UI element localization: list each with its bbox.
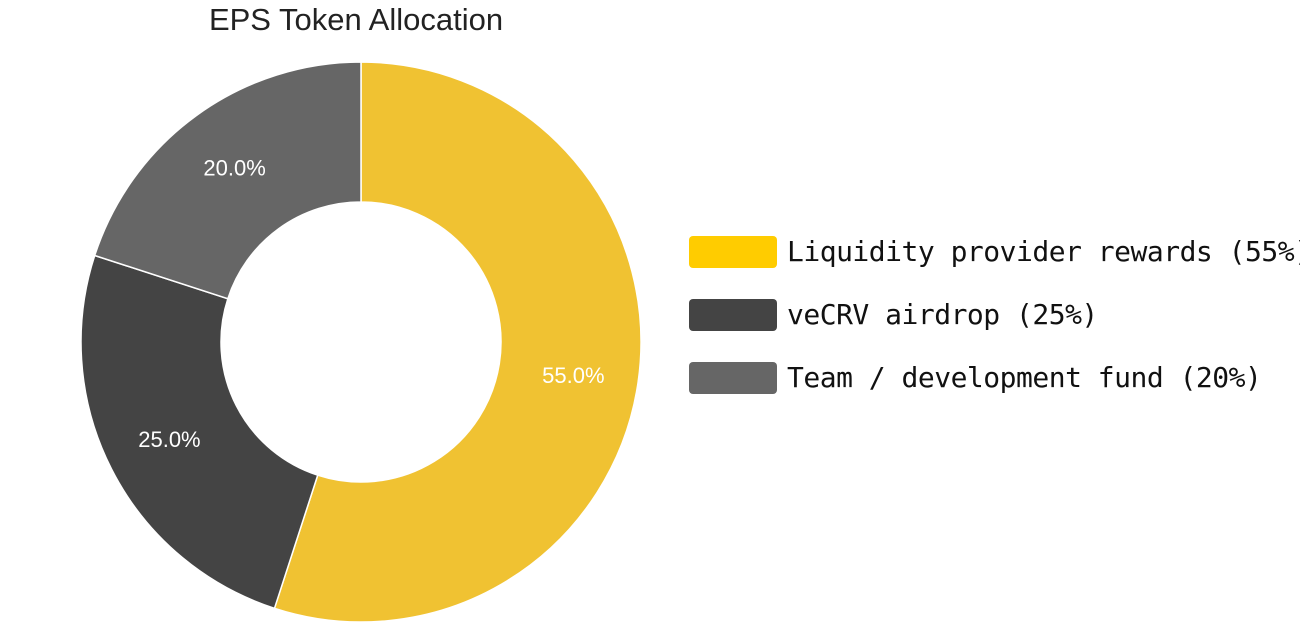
slice-labels: 55.0% 25.0% 20.0% [138,156,604,453]
chart-title: EPS Token Allocation [208,2,504,37]
legend-swatch [689,361,777,394]
legend-swatch [689,235,777,268]
donut-slice [93,61,362,300]
legend-swatch [689,298,777,331]
donut-chart: 55.0% 25.0% 20.0% [80,61,642,623]
legend-label: Liquidity provider rewards (55%) [787,235,1300,268]
slice-value-label: 20.0% [203,156,265,181]
legend-item: Team / development fund (20%) [689,346,1300,409]
donut-slice [273,61,642,623]
slice-value-label: 25.0% [138,427,200,452]
legend: Liquidity provider rewards (55%) veCRV a… [689,220,1300,409]
donut-slices [80,61,642,623]
legend-label: veCRV airdrop (25%) [787,298,1098,331]
legend-item: Liquidity provider rewards (55%) [689,220,1300,283]
donut-slice [80,254,319,610]
legend-label: Team / development fund (20%) [787,361,1262,394]
slice-value-label: 55.0% [542,363,604,388]
legend-item: veCRV airdrop (25%) [689,283,1300,346]
